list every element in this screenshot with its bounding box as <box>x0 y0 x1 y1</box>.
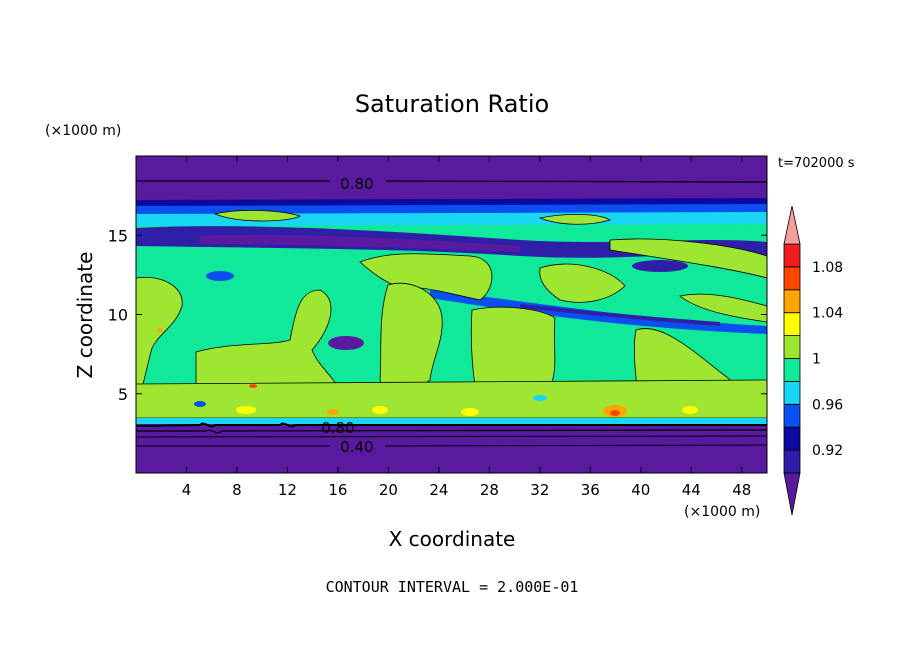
convective-spots <box>157 328 698 417</box>
x-tick-label: 40 <box>631 481 650 499</box>
colorbar-band <box>783 403 801 428</box>
contour-label: 0.80 <box>321 419 354 437</box>
x-tick-label: 8 <box>232 481 242 499</box>
plot-area <box>136 156 767 473</box>
upper-dry-core <box>200 234 520 252</box>
colorbar-band <box>783 358 801 382</box>
x-tick-label: 20 <box>379 481 398 499</box>
x-tick-label: 48 <box>732 481 751 499</box>
x-unit-label: (×1000 m) <box>684 504 760 520</box>
dry-pocket-2 <box>632 260 688 272</box>
x-tick-label: 16 <box>328 481 347 499</box>
y-unit-label: (×1000 m) <box>45 123 121 139</box>
x-tick-label: 24 <box>429 481 448 499</box>
x-tick-label: 4 <box>182 481 192 499</box>
y-tick-label: 10 <box>108 306 128 325</box>
colorbar-band <box>783 380 801 405</box>
contour-labels: 0.800.800.40 <box>321 175 373 456</box>
colorbar-band <box>783 266 801 291</box>
colorbar-tick-label: 1.08 <box>812 260 843 276</box>
colorbar-tick-label: 1.04 <box>812 306 843 322</box>
x-tick-label: 36 <box>581 481 600 499</box>
y-tick-label: 5 <box>118 385 128 404</box>
y-axis-title: Z coordinate <box>73 252 97 379</box>
contour-label: 0.80 <box>340 175 373 193</box>
sloping-dry-streak-core <box>520 304 720 326</box>
colorbar-tick-label: 0.92 <box>812 443 843 459</box>
colorbar: 0.92 0.96 1 1.04 1.08 <box>783 205 843 516</box>
x-tick-label: 44 <box>682 481 701 499</box>
colorbar-band <box>783 426 801 451</box>
y-axis-ticks: 5 10 15 <box>108 226 767 404</box>
colorbar-band <box>783 243 801 268</box>
x-tick-label: 32 <box>530 481 549 499</box>
lower-dry-layer <box>136 424 767 473</box>
x-axis-ticks: 4 8 12 16 20 24 28 32 36 40 44 48 <box>182 156 751 499</box>
chart-title: Saturation Ratio <box>355 90 549 118</box>
colorbar-band <box>783 312 801 337</box>
dry-pocket-3 <box>206 271 234 281</box>
colorbar-under-triangle <box>783 472 801 516</box>
contour-label: 0.40 <box>340 438 373 456</box>
x-axis-title: X coordinate <box>389 527 516 551</box>
x-tick-label: 28 <box>480 481 499 499</box>
colorbar-tick-label: 1 <box>812 352 821 368</box>
dry-pocket-1 <box>328 336 364 350</box>
contour-interval-note: CONTOUR INTERVAL = 2.000E-01 <box>326 578 579 596</box>
contour-lines <box>136 180 767 447</box>
colorbar-band <box>783 335 801 359</box>
colorbar-over-triangle <box>783 205 801 245</box>
colorbar-band <box>783 289 801 314</box>
time-label: t=702000 s <box>778 156 855 171</box>
colorbar-tick-label: 0.96 <box>812 397 843 413</box>
colorbar-band <box>783 449 801 474</box>
y-tick-label: 15 <box>108 226 128 245</box>
upper-dry-layer <box>136 156 767 202</box>
x-tick-label: 12 <box>278 481 297 499</box>
